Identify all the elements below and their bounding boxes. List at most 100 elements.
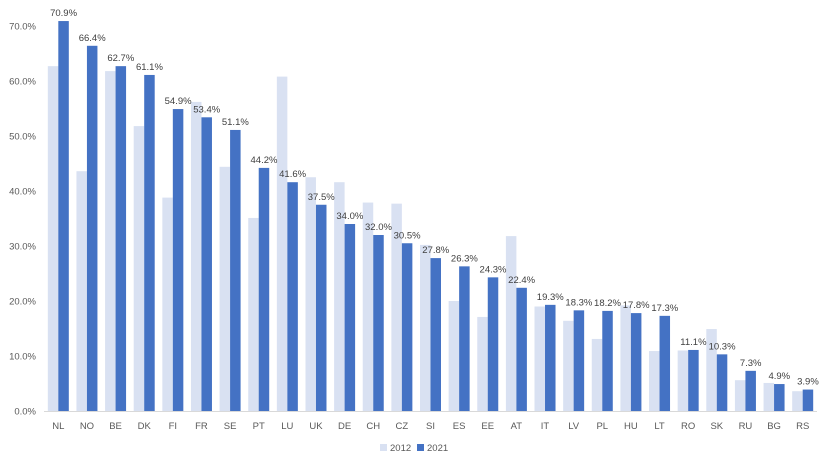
bar-2012-SK	[706, 329, 717, 411]
bar-2021-SK	[716, 354, 728, 411]
bar-2021-RO	[688, 349, 699, 411]
data-label-NL: 70.9%	[50, 8, 77, 19]
data-label-FI: 54.9%	[165, 96, 192, 107]
data-label-EE: 24.3%	[480, 264, 507, 275]
x-tick-label: EE	[481, 421, 494, 432]
data-label-LU: 41.6%	[279, 169, 306, 180]
bar-2012-BE	[105, 71, 116, 411]
data-label-BE: 62.7%	[107, 53, 134, 64]
x-tick-label: CH	[366, 421, 380, 432]
x-tick-label: PT	[253, 421, 265, 432]
bar-2021-PT	[258, 167, 270, 411]
x-tick-label: NL	[52, 421, 64, 432]
bar-2012-PT	[248, 217, 259, 411]
x-tick-label: FI	[169, 421, 177, 432]
bar-2021-LT	[659, 315, 671, 411]
data-label-NO: 66.4%	[79, 33, 106, 44]
bar-2012-CZ	[391, 203, 402, 411]
bar-2012-CH	[362, 202, 374, 411]
bar-2021-IT	[545, 304, 556, 411]
bar-2012-SE	[219, 166, 231, 411]
bar-2021-SE	[230, 129, 241, 411]
legend: 2012 2021	[380, 443, 448, 454]
bar-2012-FR	[190, 101, 202, 412]
bar-2012-LU	[276, 76, 288, 411]
x-tick-label: PL	[596, 421, 608, 432]
bar-2021-DE	[344, 224, 356, 411]
bar-2012-FI	[162, 197, 173, 411]
y-tick-label: 60.0%	[9, 77, 36, 88]
x-axis: NL NO BE DK FI FR SE PT LU UK DE CH CZ SI ES EE AT IT LV PL…	[44, 411, 817, 432]
legend-label-2021: 2021	[427, 443, 448, 454]
x-tick-label: LU	[281, 421, 293, 432]
y-tick-label: 40.0%	[9, 187, 36, 198]
x-tick-label: IT	[541, 421, 550, 432]
y-tick-label: 70.0%	[9, 22, 36, 33]
legend-swatch-2012	[380, 444, 387, 451]
y-tick-label: 0.0%	[14, 407, 36, 418]
x-tick-label: NO	[80, 421, 94, 432]
data-label-HU: 17.8%	[623, 300, 650, 311]
data-label-DE: 34.0%	[336, 211, 363, 222]
data-label-UK: 37.5%	[308, 192, 335, 203]
bar-2021-NO	[86, 45, 98, 412]
bar-2012-BG	[763, 382, 775, 411]
bar-2012-DE	[334, 182, 345, 411]
x-tick-label: FR	[195, 421, 208, 432]
x-tick-label: HU	[624, 421, 638, 432]
x-tick-label: AT	[511, 421, 523, 432]
bar-2021-RS	[802, 389, 814, 411]
x-tick-label: DE	[338, 421, 351, 432]
data-label-LT: 17.3%	[651, 303, 678, 314]
legend-swatch-2021	[417, 444, 424, 451]
bar-2021-NL	[58, 21, 69, 412]
data-label-AT: 22.4%	[508, 275, 535, 286]
bar-2021-AT	[516, 287, 527, 411]
data-labels: 70.9% 66.4%62.7%61.1% 54.9%53.4%51.1% 44.2%…	[50, 8, 819, 388]
bar-2012-LT	[649, 351, 660, 411]
data-label-FR: 53.4%	[193, 104, 220, 115]
y-tick-label: 10.0%	[9, 352, 36, 363]
data-label-ES: 26.3%	[451, 253, 478, 264]
data-label-LV: 18.3%	[565, 297, 592, 308]
bar-2012-IT	[534, 306, 546, 411]
data-label-RS: 3.9%	[797, 377, 819, 388]
y-tick-label: 30.0%	[9, 242, 36, 253]
x-tick-label: RS	[796, 421, 809, 432]
x-tick-label: CZ	[396, 421, 409, 432]
x-tick-label: DK	[138, 421, 152, 432]
bar-2021-SI	[430, 258, 441, 411]
bar-2012-NO	[76, 171, 87, 411]
bar-2012-DK	[133, 126, 145, 411]
bar-2012-RO	[677, 350, 689, 411]
bar-2021-LU	[287, 182, 298, 411]
data-label-PT: 44.2%	[251, 155, 278, 166]
bar-2021-BE	[115, 66, 127, 412]
bar-2012-EE	[477, 316, 488, 411]
bar-2021-UK	[315, 204, 327, 411]
data-label-SI: 27.8%	[422, 245, 449, 256]
bars	[47, 21, 814, 412]
bar-2012-UK	[305, 177, 316, 411]
data-label-CZ: 30.5%	[394, 230, 421, 241]
bar-2021-FI	[172, 109, 184, 412]
x-tick-label: RO	[681, 421, 695, 432]
bar-2021-HU	[630, 313, 642, 411]
data-label-IT: 19.3%	[537, 292, 564, 303]
bar-2021-PL	[602, 310, 613, 411]
data-label-DK: 61.1%	[136, 62, 163, 73]
bar-2021-FR	[201, 117, 212, 412]
bar-2012-AT	[505, 236, 517, 411]
data-label-SE: 51.1%	[222, 117, 249, 128]
bar-2021-RU	[745, 370, 756, 411]
data-label-RU: 7.3%	[740, 358, 762, 369]
bar-2012-PL	[591, 338, 603, 411]
x-tick-label: ES	[453, 421, 466, 432]
x-tick-label: SI	[426, 421, 435, 432]
data-label-RO: 11.1%	[680, 337, 707, 348]
bar-2012-NL	[47, 66, 59, 412]
x-tick-label: BG	[767, 421, 781, 432]
data-label-BG: 4.9%	[768, 371, 790, 382]
legend-label-2012: 2012	[390, 443, 411, 454]
bar-2012-SI	[420, 244, 431, 411]
